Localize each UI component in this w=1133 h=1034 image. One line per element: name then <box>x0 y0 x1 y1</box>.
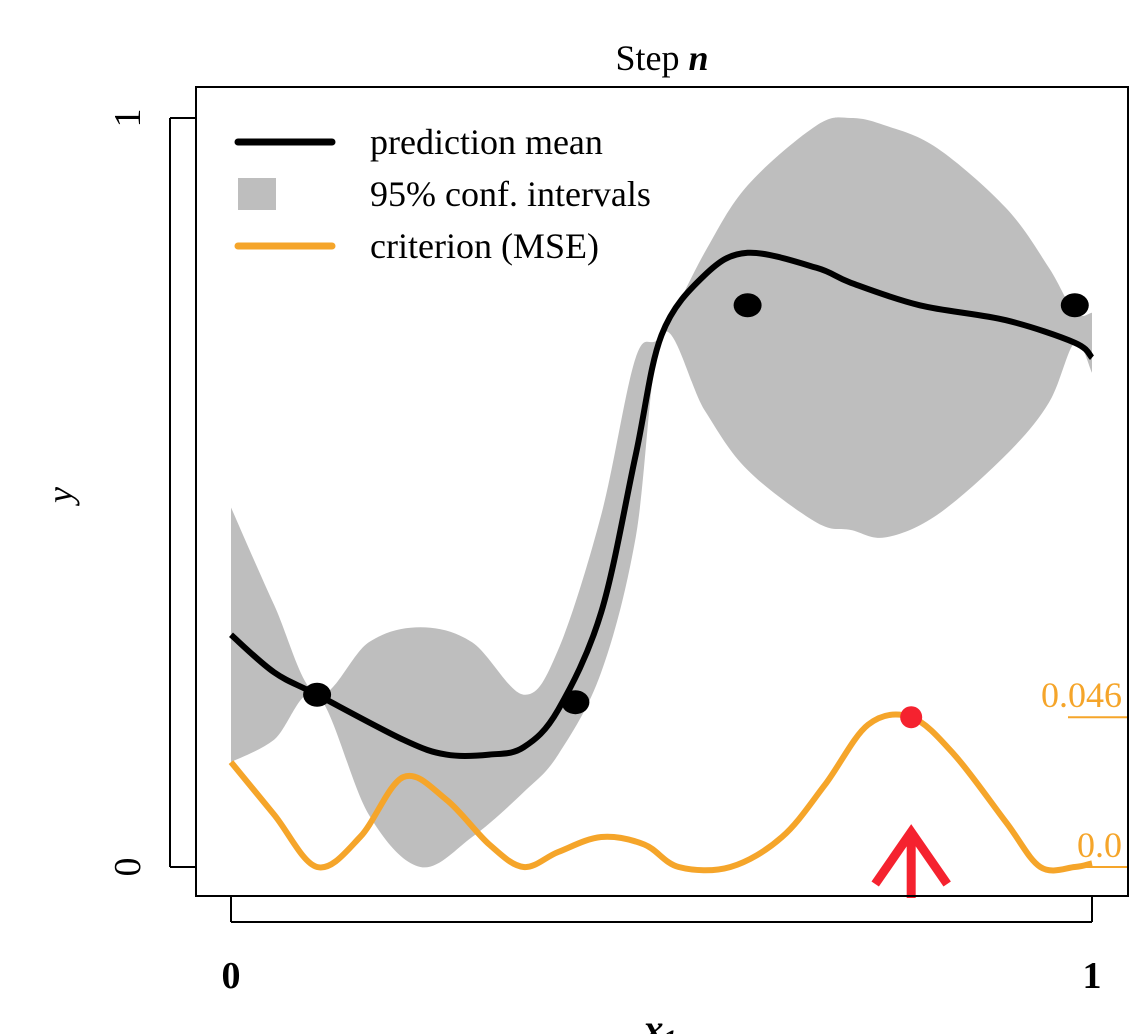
y-tick-label: 0 <box>107 858 149 877</box>
conf-band-layer <box>231 117 1092 868</box>
legend-label: 95% conf. intervals <box>370 174 651 214</box>
selected-max-point <box>900 706 923 729</box>
y-tick-label: 1 <box>107 109 149 128</box>
observation-point <box>303 682 332 707</box>
series-conf-interval-band <box>231 117 1092 868</box>
x-tick-label: 0 <box>222 955 241 997</box>
x-axis-label: x1 <box>643 1006 677 1034</box>
series-mean-line <box>229 249 1095 760</box>
plot-frame <box>195 86 1129 897</box>
criterion-min-label: 0.0 <box>1077 825 1122 865</box>
observation-point <box>733 293 762 318</box>
observation-point <box>1060 293 1089 318</box>
point-layer <box>303 293 1089 898</box>
series-criterion-line <box>228 711 1093 874</box>
next-point-arrow <box>871 824 951 898</box>
x-tick-label: 1 <box>1083 955 1102 997</box>
observation-point <box>561 690 590 715</box>
legend-swatch <box>238 178 276 210</box>
chart-title: Step n <box>615 38 708 78</box>
criterion-max-label: 0.046 <box>1041 675 1122 715</box>
y-axis-label: y <box>40 487 80 506</box>
axis-layer: 0 1 0 1 <box>107 109 1102 998</box>
legend: prediction mean 95% conf. intervals criter… <box>234 122 651 266</box>
legend-label: criterion (MSE) <box>370 226 599 266</box>
legend-label: prediction mean <box>370 122 603 162</box>
line-layer: 0.046 0.0 <box>228 249 1129 874</box>
